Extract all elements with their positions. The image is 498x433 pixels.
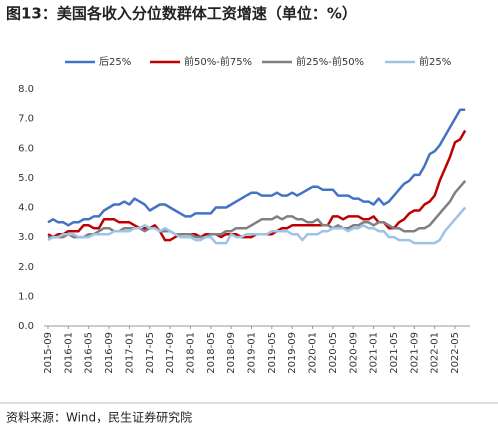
x-tick-label: 2016-01 bbox=[63, 332, 74, 374]
y-tick-label: 7.0 bbox=[18, 114, 34, 125]
x-tick-label: 2018-01 bbox=[185, 332, 196, 374]
legend-label: 后25% bbox=[99, 56, 131, 68]
x-tick-label: 2016-09 bbox=[104, 332, 115, 374]
series-line bbox=[48, 179, 467, 239]
y-tick-label: 2.0 bbox=[18, 262, 34, 273]
x-tick-label: 2019-01 bbox=[247, 332, 258, 374]
x-tick-label: 2018-05 bbox=[206, 332, 217, 374]
source-note: 资料来源：Wind，民生证券研究院 bbox=[6, 410, 192, 425]
x-tick-label: 2017-05 bbox=[145, 332, 156, 374]
y-tick-label: 0.0 bbox=[18, 321, 34, 332]
y-tick-label: 6.0 bbox=[18, 143, 34, 154]
x-tick-label: 2020-01 bbox=[308, 332, 319, 374]
x-tick-label: 2022-01 bbox=[430, 332, 441, 374]
x-tick-label: 2021-09 bbox=[409, 332, 420, 374]
legend-label: 前50%-前75% bbox=[184, 55, 252, 68]
y-tick-label: 3.0 bbox=[18, 232, 34, 243]
y-tick-label: 1.0 bbox=[18, 291, 34, 302]
chart-title: 图13：美国各收入分位数群体工资增速（单位：%） bbox=[6, 5, 357, 23]
y-tick-label: 4.0 bbox=[18, 203, 34, 214]
series-line bbox=[47, 206, 467, 245]
legend-label: 前25%-前50% bbox=[296, 55, 364, 68]
y-tick-label: 8.0 bbox=[18, 84, 34, 95]
y-tick-label: 5.0 bbox=[18, 173, 34, 184]
x-tick-label: 2021-01 bbox=[369, 332, 380, 374]
x-tick-label: 2017-01 bbox=[124, 332, 135, 374]
x-tick-label: 2016-05 bbox=[84, 332, 95, 374]
x-tick-label: 2020-05 bbox=[328, 332, 339, 374]
x-tick-label: 2021-05 bbox=[389, 332, 400, 374]
x-tick-label: 2015-09 bbox=[43, 332, 54, 374]
x-tick-label: 2019-09 bbox=[287, 332, 298, 374]
series-line bbox=[47, 108, 466, 227]
x-tick-label: 2017-09 bbox=[165, 332, 176, 374]
x-tick-label: 2018-09 bbox=[226, 332, 237, 374]
x-tick-label: 2020-09 bbox=[348, 332, 359, 374]
x-tick-label: 2019-05 bbox=[267, 332, 278, 374]
legend-label: 前25% bbox=[419, 55, 451, 68]
x-tick-label: 2022-05 bbox=[450, 332, 461, 374]
